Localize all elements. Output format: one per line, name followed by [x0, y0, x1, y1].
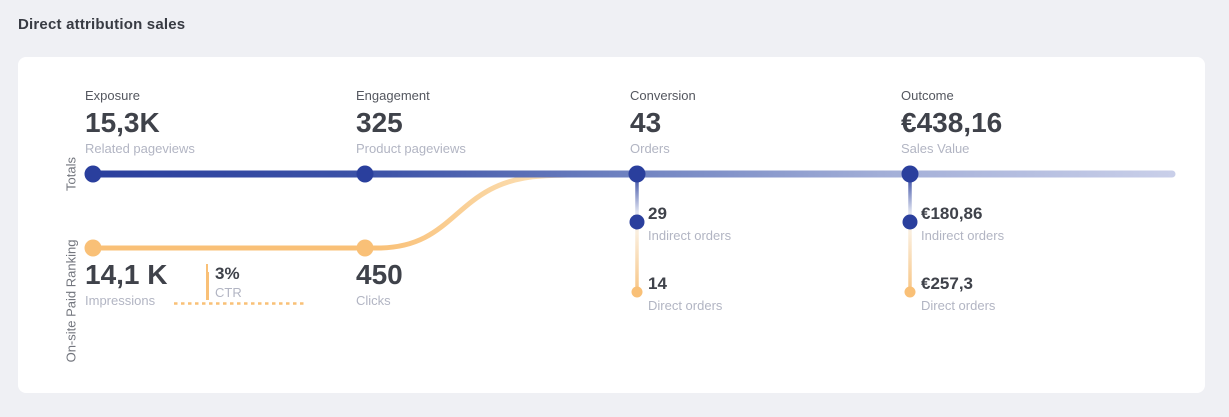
stage-conversion: Conversion 43 Orders — [630, 88, 696, 156]
outcome-indirect-label: Indirect orders — [921, 228, 1005, 243]
clicks-label: Clicks — [356, 293, 391, 308]
attribution-card: Totals On-site Paid Ranking Exposure 15,… — [18, 57, 1205, 393]
conversion-direct-orders: 14 Direct orders — [648, 274, 722, 313]
stage-exposure: Exposure 15,3K Related pageviews — [85, 88, 195, 156]
conversion-indirect-node — [629, 214, 645, 230]
stage-conversion-name: Conversion — [630, 88, 696, 103]
impressions-label: Impressions — [85, 293, 156, 308]
totals-node-engagement — [356, 165, 374, 183]
stage-engagement-name: Engagement — [356, 88, 430, 103]
outcome-indirect-value: €180,86 — [921, 204, 983, 223]
stage-conversion-label: Orders — [630, 141, 670, 156]
outcome-indirect-orders: €180,86 Indirect orders — [921, 204, 1004, 243]
outcome-direct-orders: €257,3 Direct orders — [921, 274, 995, 313]
impressions-value: 14,1 K — [85, 259, 168, 290]
impressions-metric: 14,1 K Impressions — [85, 259, 168, 309]
row-label-totals: Totals — [63, 157, 79, 191]
conversion-indirect-label: Indirect orders — [648, 228, 732, 243]
page-title: Direct attribution sales — [18, 16, 186, 33]
outcome-direct-value: €257,3 — [921, 274, 973, 293]
totals-node-exposure — [84, 165, 102, 183]
conversion-direct-node — [631, 286, 643, 298]
ctr-label: CTR — [215, 285, 242, 300]
clicks-value: 450 — [356, 259, 403, 290]
paid-node-clicks — [356, 239, 374, 257]
stage-outcome-value: €438,16 — [901, 107, 1003, 138]
stage-engagement: Engagement 325 Product pageviews — [356, 88, 466, 156]
row-label-paid-ranking: On-site Paid Ranking — [63, 239, 79, 363]
stage-conversion-value: 43 — [630, 107, 662, 138]
conversion-direct-value: 14 — [648, 274, 667, 293]
ctr-metric: 3% CTR — [206, 264, 242, 300]
paid-ranking-line — [90, 172, 640, 251]
outcome-direct-node — [904, 286, 916, 298]
conversion-indirect-value: 29 — [648, 204, 667, 223]
funnel-flow-graphic — [84, 165, 1176, 305]
totals-node-outcome — [901, 165, 919, 183]
outcome-indirect-node — [902, 214, 918, 230]
ctr-value: 3% — [215, 264, 240, 283]
stage-outcome-label: Sales Value — [901, 141, 970, 156]
conversion-indirect-orders: 29 Indirect orders — [648, 204, 731, 243]
stage-engagement-value: 325 — [356, 107, 403, 138]
paid-node-impressions — [84, 239, 102, 257]
stage-exposure-name: Exposure — [85, 88, 140, 103]
clicks-metric: 450 Clicks — [356, 259, 403, 309]
stage-outcome: Outcome €438,16 Sales Value — [901, 88, 1002, 156]
totals-node-conversion — [628, 165, 646, 183]
stage-exposure-label: Related pageviews — [85, 141, 195, 156]
stage-exposure-value: 15,3K — [85, 107, 160, 138]
conversion-direct-label: Direct orders — [648, 298, 723, 313]
outcome-direct-label: Direct orders — [921, 298, 996, 313]
stage-outcome-name: Outcome — [901, 88, 954, 103]
stage-engagement-label: Product pageviews — [356, 141, 466, 156]
